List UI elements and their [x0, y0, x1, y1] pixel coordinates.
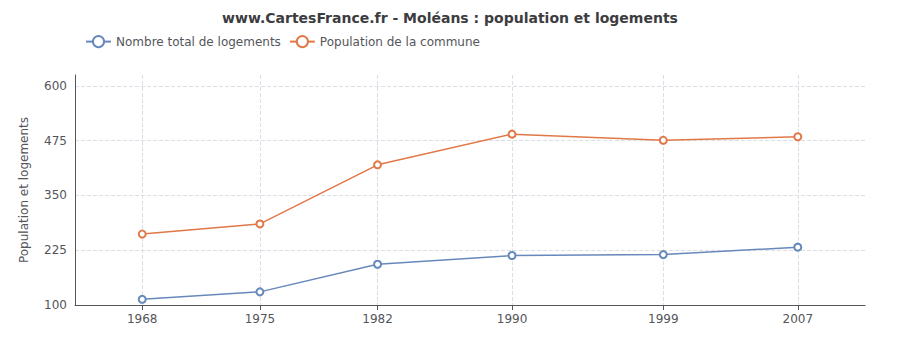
svg-text:1975: 1975 [245, 312, 276, 326]
svg-text:100: 100 [44, 298, 67, 312]
svg-text:1999: 1999 [648, 312, 679, 326]
svg-text:2007: 2007 [782, 312, 813, 326]
svg-text:225: 225 [44, 243, 67, 257]
svg-text:Population et logements: Population et logements [17, 117, 31, 263]
svg-text:www.CartesFrance.fr - Moléans: www.CartesFrance.fr - Moléans : populati… [222, 10, 678, 26]
svg-text:1982: 1982 [362, 312, 393, 326]
svg-text:600: 600 [44, 79, 67, 93]
svg-text:1990: 1990 [497, 312, 528, 326]
svg-text:350: 350 [44, 188, 67, 202]
svg-text:475: 475 [44, 134, 67, 148]
svg-text:Population de la commune: Population de la commune [320, 35, 480, 49]
svg-text:1968: 1968 [127, 312, 158, 326]
svg-text:Nombre total de logements: Nombre total de logements [116, 35, 281, 49]
